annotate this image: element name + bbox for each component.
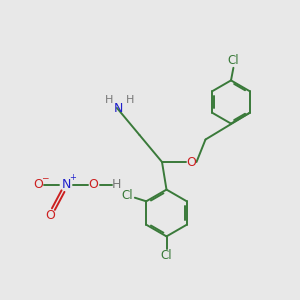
Text: H: H — [104, 94, 113, 105]
Text: H: H — [125, 94, 134, 105]
Text: H: H — [112, 178, 121, 191]
Text: Cl: Cl — [228, 54, 239, 68]
Text: N: N — [61, 178, 71, 191]
Text: −: − — [41, 173, 48, 182]
Text: O: O — [187, 155, 196, 169]
Text: +: + — [69, 173, 76, 182]
Text: O: O — [46, 208, 55, 222]
Text: N: N — [114, 101, 123, 115]
Text: Cl: Cl — [161, 249, 172, 262]
Text: O: O — [34, 178, 43, 191]
Text: O: O — [89, 178, 98, 191]
Text: Cl: Cl — [122, 189, 134, 203]
